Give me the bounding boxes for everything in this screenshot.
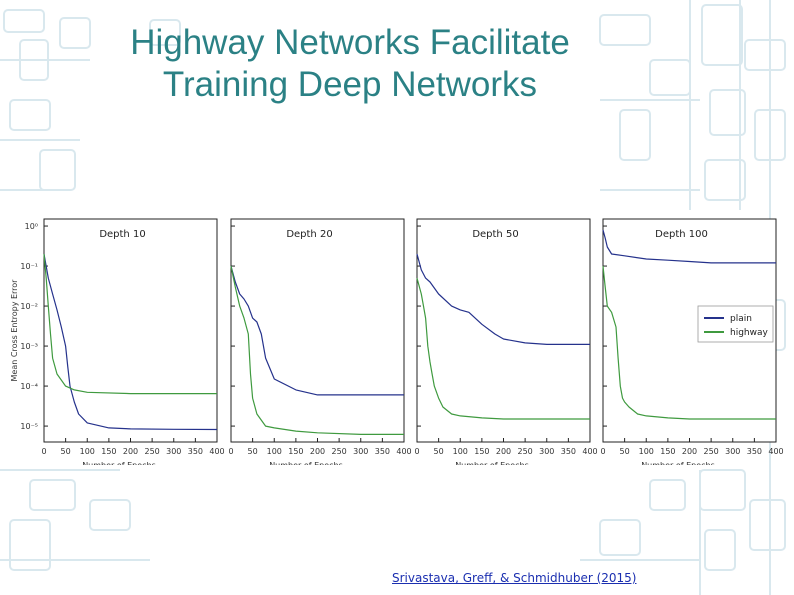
series-line-plain <box>416 253 590 345</box>
x-tick-label: 350 <box>747 447 762 456</box>
slide-title: Highway Networks Facilitate Training Dee… <box>40 22 660 106</box>
series-line-highway <box>416 277 590 420</box>
y-tick-label: 10⁻⁴ <box>20 382 38 391</box>
pattern-rect <box>9 519 51 571</box>
citation-link[interactable]: Srivastava, Greff, & Schmidhuber (2015) <box>392 571 637 585</box>
series-line-highway <box>602 266 776 420</box>
pattern-rect <box>89 499 131 531</box>
pattern-rect <box>149 19 181 46</box>
x-tick-label: 50 <box>61 447 71 456</box>
x-tick-label: 200 <box>682 447 697 456</box>
x-tick-label: 250 <box>703 447 718 456</box>
x-tick-label: 350 <box>561 447 576 456</box>
plot-area <box>416 218 591 443</box>
x-tick-label: 50 <box>248 447 258 456</box>
x-tick-label: 250 <box>517 447 532 456</box>
chart-panel-depth-100: 0 50 100 150 200 250 300 350 400 Number of Epochs… <box>600 218 784 465</box>
y-tick-label: 10⁻² <box>20 302 38 311</box>
x-tick-label: 300 <box>539 447 554 456</box>
pattern-rect <box>704 159 746 201</box>
x-axis-label: Number of Epochs <box>641 461 715 465</box>
panel-title: Depth 10 <box>99 229 145 240</box>
series-line-plain <box>43 253 218 431</box>
series-line-highway <box>43 253 217 395</box>
x-tick-label: 100 <box>453 447 468 456</box>
x-tick-label: 0 <box>228 447 233 456</box>
x-axis-label: Number of Epochs <box>269 461 343 465</box>
x-tick-label: 200 <box>496 447 511 456</box>
x-tick-label: 0 <box>414 447 419 456</box>
x-tick-label: 150 <box>101 447 116 456</box>
x-tick-label: 350 <box>188 447 203 456</box>
y-axis-label: Mean Cross Entropy Error <box>10 279 19 382</box>
x-tick-label: 0 <box>600 447 605 456</box>
pattern-rect <box>39 149 76 191</box>
x-tick-label: 200 <box>310 447 325 456</box>
chart-panel-depth-10: 0 50 100 150 200 250 300 350 400 Number of Epochs… <box>41 218 225 465</box>
pattern-rect <box>649 479 686 511</box>
x-tick-label: 200 <box>123 447 138 456</box>
x-tick-label: 0 <box>41 447 46 456</box>
legend-label-highway: highway <box>730 328 768 338</box>
x-axis-label: Number of Epochs <box>82 461 156 465</box>
series-line-highway <box>230 265 404 435</box>
panel-title: Depth 50 <box>472 229 518 240</box>
x-tick-label: 150 <box>288 447 303 456</box>
y-tick-label: 10⁻³ <box>20 342 38 351</box>
x-tick-label: 100 <box>80 447 95 456</box>
pattern-rect <box>619 109 651 161</box>
pattern-rect <box>599 519 641 556</box>
plot-area <box>230 218 405 443</box>
series-line-plain <box>230 265 404 396</box>
legend: plain highway <box>697 305 774 343</box>
y-tick-label: 10⁻⁵ <box>20 422 38 431</box>
x-tick-label: 350 <box>375 447 390 456</box>
chart-panel-depth-50: 0 50 100 150 200 250 300 350 400 Number of Epochs… <box>414 218 598 465</box>
pattern-rect <box>699 469 746 511</box>
pattern-rect <box>744 39 786 71</box>
x-tick-label: 250 <box>331 447 346 456</box>
x-tick-label: 100 <box>267 447 282 456</box>
x-tick-label: 100 <box>639 447 654 456</box>
y-tick-label: 10⁻¹ <box>20 262 38 271</box>
chart-panel-depth-20: 0 50 100 150 200 250 300 350 400 Number of Epochs… <box>228 218 412 465</box>
x-tick-label: 250 <box>144 447 159 456</box>
x-tick-label: 300 <box>725 447 740 456</box>
legend-label-plain: plain <box>730 314 752 324</box>
plot-area <box>43 218 218 443</box>
x-tick-label: 400 <box>768 447 783 456</box>
pattern-rect <box>701 4 743 66</box>
training-error-figure: Mean Cross Entropy Error 10⁰ 10⁻¹ 10⁻² 10⁻³ 1… <box>10 218 784 465</box>
x-axis-label: Number of Epochs <box>455 461 529 465</box>
x-tick-label: 400 <box>396 447 411 456</box>
x-tick-label: 300 <box>353 447 368 456</box>
pattern-rect <box>709 89 746 136</box>
x-tick-label: 150 <box>660 447 675 456</box>
title-line-2: Training Deep Networks <box>162 65 538 104</box>
x-tick-label: 400 <box>209 447 224 456</box>
pattern-rect <box>9 99 51 131</box>
panel-title: Depth 100 <box>655 229 708 240</box>
pattern-rect <box>749 499 786 551</box>
y-tick-label: 10⁰ <box>25 222 38 231</box>
series-line-plain <box>602 229 776 264</box>
x-tick-label: 400 <box>582 447 597 456</box>
panel-title: Depth 20 <box>286 229 332 240</box>
x-tick-label: 50 <box>434 447 444 456</box>
legend-box <box>697 305 774 343</box>
pattern-rect <box>29 479 76 511</box>
title-line-1: Highway Networks Facilitate <box>130 23 570 62</box>
pattern-rect <box>3 9 45 33</box>
pattern-rect <box>599 14 651 46</box>
x-tick-label: 50 <box>620 447 630 456</box>
x-tick-label: 300 <box>166 447 181 456</box>
pattern-rect <box>704 529 736 571</box>
pattern-rect <box>59 17 91 49</box>
x-tick-label: 150 <box>474 447 489 456</box>
